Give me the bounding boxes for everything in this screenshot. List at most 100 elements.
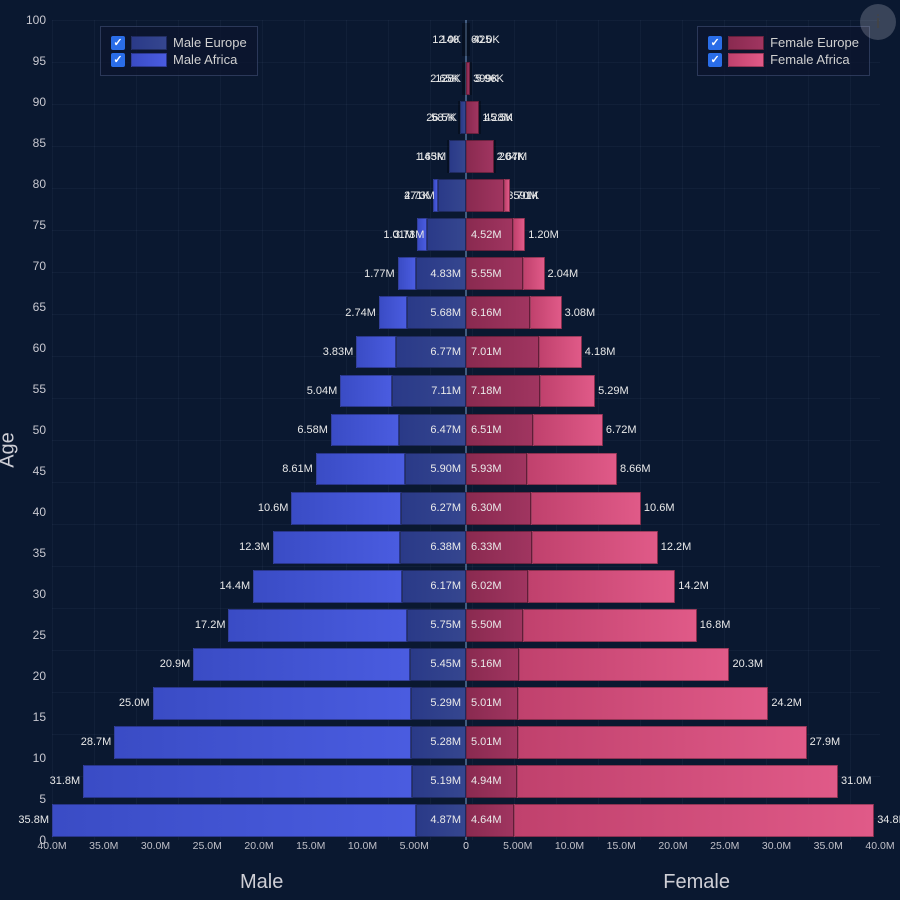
bar-male-europe[interactable]: 5.28M bbox=[411, 726, 466, 759]
bar-female-africa[interactable]: 5.29M bbox=[540, 375, 595, 408]
bar-female-africa[interactable]: 20.3M bbox=[519, 648, 729, 681]
x-axis-label-left: Male bbox=[240, 871, 283, 894]
legend-item-male-europe[interactable]: ✓ Male Europe bbox=[111, 35, 247, 50]
bar-male-europe[interactable]: 6.47M bbox=[399, 414, 466, 447]
bar-female-africa[interactable]: 12.2M bbox=[532, 531, 658, 564]
age-row-65: 2.74M5.68M6.16M3.08M bbox=[52, 293, 880, 332]
bar-female-europe[interactable]: 5.55M bbox=[466, 257, 523, 290]
bar-male-africa[interactable]: 35.8M bbox=[52, 804, 416, 837]
value-label: 31.8M bbox=[50, 775, 85, 787]
bar-female-europe[interactable]: 5.93M bbox=[466, 453, 527, 486]
bar-male-africa[interactable]: 2.74M bbox=[379, 296, 407, 329]
bar-female-africa[interactable]: 425 bbox=[468, 23, 470, 56]
bar-female-africa[interactable]: 45.5K bbox=[479, 101, 481, 134]
bar-male-europe[interactable]: 5.45M bbox=[410, 648, 466, 681]
bar-female-europe[interactable]: 6.30M bbox=[466, 492, 531, 525]
bar-male-africa[interactable]: 14.4M bbox=[253, 570, 402, 603]
value-label: 35.8M bbox=[18, 814, 53, 826]
bar-male-africa[interactable]: 8.61M bbox=[316, 453, 405, 486]
bar-female-africa[interactable]: 4.18M bbox=[539, 336, 582, 369]
value-label: 31.0M bbox=[837, 775, 872, 787]
bar-male-africa[interactable]: 31.8M bbox=[83, 765, 412, 798]
bar-female-africa[interactable]: 34.8M bbox=[514, 804, 874, 837]
legend-item-male-africa[interactable]: ✓ Male Africa bbox=[111, 52, 247, 67]
bar-female-europe[interactable]: 3.70M bbox=[466, 179, 504, 212]
bar-female-europe[interactable]: 4.64M bbox=[466, 804, 514, 837]
bar-male-europe[interactable]: 5.19M bbox=[412, 765, 466, 798]
bar-female-europe[interactable]: 4.94M bbox=[466, 765, 517, 798]
bar-female-africa[interactable]: 6.72M bbox=[533, 414, 603, 447]
bar-female-europe[interactable]: 1.28M bbox=[466, 101, 479, 134]
bar-male-europe[interactable]: 1.63M bbox=[449, 140, 466, 173]
bar-female-europe[interactable]: 2.67M bbox=[466, 140, 494, 173]
checkbox-icon[interactable]: ✓ bbox=[111, 36, 125, 50]
value-label: 4.18M bbox=[581, 346, 616, 358]
bar-male-europe[interactable]: 5.29M bbox=[411, 687, 466, 720]
bar-male-africa[interactable]: 5.04M bbox=[340, 375, 392, 408]
bar-male-europe[interactable]: 4.87M bbox=[416, 804, 466, 837]
value-label: 5.45M bbox=[430, 658, 461, 670]
bar-male-africa[interactable]: 28.7M bbox=[114, 726, 411, 759]
age-row-80: 471K2.73M3.70M591K bbox=[52, 176, 880, 215]
bar-female-europe[interactable]: 4.52M bbox=[466, 218, 513, 251]
bar-male-europe[interactable]: 7.11M bbox=[392, 375, 466, 408]
bar-male-europe[interactable]: 6.27M bbox=[401, 492, 466, 525]
value-label: 25.0M bbox=[119, 697, 154, 709]
bar-female-europe[interactable]: 5.01M bbox=[466, 687, 518, 720]
legend-item-female-africa[interactable]: ✓ Female Africa bbox=[708, 52, 859, 67]
bar-male-africa[interactable]: 20.9M bbox=[193, 648, 409, 681]
bar-female-africa[interactable]: 5.96K bbox=[470, 62, 472, 95]
bar-female-europe[interactable]: 5.50M bbox=[466, 609, 523, 642]
checkbox-icon[interactable]: ✓ bbox=[708, 36, 722, 50]
x-tick: 35.0M bbox=[814, 840, 843, 852]
bar-female-africa[interactable]: 1.20M bbox=[513, 218, 525, 251]
bar-male-europe[interactable]: 5.75M bbox=[407, 609, 467, 642]
value-label: 4.94M bbox=[471, 775, 502, 787]
bar-male-africa[interactable]: 25.0M bbox=[153, 687, 412, 720]
bar-male-africa[interactable]: 1.77M bbox=[398, 257, 416, 290]
bar-female-africa[interactable]: 2.04M bbox=[523, 257, 544, 290]
bar-female-africa[interactable]: 591K bbox=[504, 179, 510, 212]
bar-male-europe[interactable]: 6.17M bbox=[402, 570, 466, 603]
bar-female-europe[interactable]: 5.16M bbox=[466, 648, 519, 681]
x-tick: 0 bbox=[463, 840, 469, 852]
bar-female-africa[interactable]: 14.2M bbox=[528, 570, 675, 603]
bar-female-africa[interactable]: 3.08M bbox=[530, 296, 562, 329]
bar-female-europe[interactable]: 6.51M bbox=[466, 414, 533, 447]
bar-male-europe[interactable]: 3.73M bbox=[427, 218, 466, 251]
bar-male-europe[interactable]: 4.83M bbox=[416, 257, 466, 290]
bar-male-africa[interactable]: 3.83M bbox=[356, 336, 396, 369]
value-label: 425 bbox=[469, 34, 491, 46]
bar-female-africa[interactable]: 204K bbox=[494, 140, 496, 173]
bar-female-europe[interactable]: 5.01M bbox=[466, 726, 518, 759]
bar-female-europe[interactable]: 7.18M bbox=[466, 375, 540, 408]
bar-female-europe[interactable]: 7.01M bbox=[466, 336, 539, 369]
bar-female-europe[interactable]: 6.16M bbox=[466, 296, 530, 329]
value-label: 6.30M bbox=[471, 502, 502, 514]
bar-female-africa[interactable]: 16.8M bbox=[523, 609, 697, 642]
bar-female-africa[interactable]: 10.6M bbox=[531, 492, 641, 525]
bar-male-europe[interactable]: 6.77M bbox=[396, 336, 466, 369]
bar-male-africa[interactable]: 17.2M bbox=[228, 609, 406, 642]
bar-female-africa[interactable]: 27.9M bbox=[518, 726, 807, 759]
bar-female-europe[interactable]: 6.02M bbox=[466, 570, 528, 603]
bar-male-africa[interactable]: 10.6M bbox=[291, 492, 401, 525]
age-row-10: 28.7M5.28M5.01M27.9M bbox=[52, 723, 880, 762]
bar-male-africa[interactable]: 12.3M bbox=[273, 531, 400, 564]
age-row-0: 35.8M4.87M4.64M34.8M bbox=[52, 801, 880, 840]
y-tick: 15 bbox=[33, 710, 52, 724]
bar-male-europe[interactable]: 5.90M bbox=[405, 453, 466, 486]
bar-male-europe[interactable]: 5.68M bbox=[407, 296, 466, 329]
bar-male-europe[interactable]: 2.73M bbox=[438, 179, 466, 212]
value-label: 1.77M bbox=[364, 268, 399, 280]
bar-male-africa[interactable]: 6.58M bbox=[331, 414, 399, 447]
bar-male-europe[interactable]: 6.38M bbox=[400, 531, 466, 564]
bar-female-africa[interactable]: 31.0M bbox=[517, 765, 838, 798]
checkbox-icon[interactable]: ✓ bbox=[708, 53, 722, 67]
checkbox-icon[interactable]: ✓ bbox=[111, 53, 125, 67]
legend-item-female-europe[interactable]: ✓ Female Europe bbox=[708, 35, 859, 50]
bar-female-africa[interactable]: 8.66M bbox=[527, 453, 617, 486]
bar-female-africa[interactable]: 24.2M bbox=[518, 687, 768, 720]
bar-female-europe[interactable]: 6.33M bbox=[466, 531, 532, 564]
info-button[interactable]: i bbox=[860, 4, 896, 40]
